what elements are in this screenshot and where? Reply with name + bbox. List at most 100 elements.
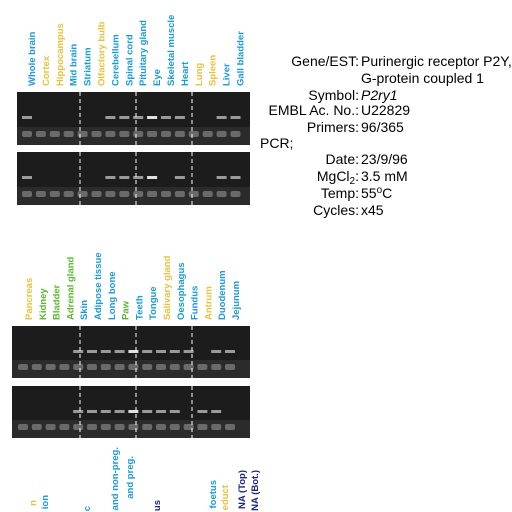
lane-label: Fundus <box>190 286 201 320</box>
band <box>161 131 171 137</box>
band <box>119 116 130 119</box>
band <box>174 176 185 179</box>
band <box>161 191 171 197</box>
band <box>230 191 241 197</box>
lane-label: Oesophagus <box>176 262 187 320</box>
lane-label: NA (Bot.) <box>250 470 261 511</box>
band <box>188 191 199 197</box>
band <box>63 191 74 197</box>
band <box>22 131 32 137</box>
label: Primers: <box>307 119 359 135</box>
lane-label: Whole brain <box>27 31 38 86</box>
band <box>100 364 111 370</box>
lane-label: Cerebellum <box>110 34 121 86</box>
band <box>188 131 199 137</box>
band <box>202 191 213 197</box>
band <box>100 424 111 430</box>
band <box>216 191 227 197</box>
band <box>142 410 153 413</box>
lane-label: Salivary gland <box>162 255 173 320</box>
subscript: 2 <box>350 176 356 187</box>
band <box>87 424 97 430</box>
band <box>114 364 125 370</box>
lane-label: Striatum <box>83 47 94 86</box>
band <box>147 131 158 137</box>
band <box>100 410 111 413</box>
value: 3.5 mM <box>361 168 408 184</box>
label: Date: <box>326 151 359 167</box>
lane-label: Skin <box>79 300 90 320</box>
band <box>114 350 125 353</box>
band <box>169 410 180 413</box>
band <box>230 116 241 119</box>
lane-label: Adipose tissue <box>93 252 104 320</box>
band <box>77 131 88 137</box>
band <box>128 410 139 413</box>
band <box>225 364 235 370</box>
label: EMBL Ac. No.: <box>268 102 359 118</box>
lane-label: Mid brain <box>69 44 80 86</box>
value: 55oC <box>361 185 392 201</box>
label: Gene/EST: <box>291 53 359 69</box>
band <box>169 424 180 430</box>
band <box>100 350 111 353</box>
band <box>183 424 194 430</box>
lane-label: Pituitary gland <box>138 20 149 86</box>
lane-label: c <box>82 506 93 511</box>
lane-label: Cortex <box>41 55 52 86</box>
lane-label: Long bone <box>107 271 118 320</box>
lane-label: n <box>28 500 39 506</box>
lane-label: Gall bladder <box>236 31 247 86</box>
band <box>211 364 222 370</box>
lane-label: Hippocampus <box>55 23 66 86</box>
band <box>169 364 180 370</box>
lane-label: Tongue <box>148 286 159 320</box>
band <box>22 191 32 197</box>
band <box>128 350 139 353</box>
label: MgCl <box>317 168 350 184</box>
band <box>211 350 222 353</box>
value: C <box>382 185 392 201</box>
lane-label: Paw <box>121 300 132 320</box>
band <box>174 191 185 197</box>
band <box>142 350 153 353</box>
band <box>133 191 144 197</box>
band <box>35 131 46 137</box>
lane-label: Spinal cord <box>124 34 135 86</box>
band <box>45 424 56 430</box>
band <box>87 410 97 413</box>
band <box>225 350 235 353</box>
lane-label: Pancreas <box>24 278 35 320</box>
band <box>49 131 60 137</box>
band <box>174 116 185 119</box>
band <box>22 116 32 119</box>
gels <box>12 92 250 438</box>
band <box>128 364 139 370</box>
label: MgCl2: <box>317 168 359 187</box>
band <box>73 410 84 413</box>
value: U22829 <box>361 102 410 118</box>
label: Temp: <box>321 185 359 201</box>
band <box>73 350 84 353</box>
value: x45 <box>361 202 384 218</box>
band <box>87 350 97 353</box>
band <box>63 131 74 137</box>
band <box>216 116 227 119</box>
value: 55 <box>361 185 377 201</box>
lane-label: Spleen <box>208 55 219 86</box>
band <box>59 364 70 370</box>
band <box>156 350 166 353</box>
band <box>161 116 171 119</box>
lane-label: Teeth <box>134 295 145 320</box>
info-panel: Gene/EST: Purinergic receptor P2Y, G-pro… <box>260 53 512 218</box>
band <box>22 176 32 179</box>
band <box>119 131 130 137</box>
lane-label: Antrum <box>203 286 214 320</box>
band <box>105 191 116 197</box>
band <box>142 364 153 370</box>
band <box>197 410 208 413</box>
lane-label: Heart <box>180 61 191 86</box>
lane-label: Adrenal gland <box>65 256 76 320</box>
band <box>169 350 180 353</box>
band <box>156 410 166 413</box>
